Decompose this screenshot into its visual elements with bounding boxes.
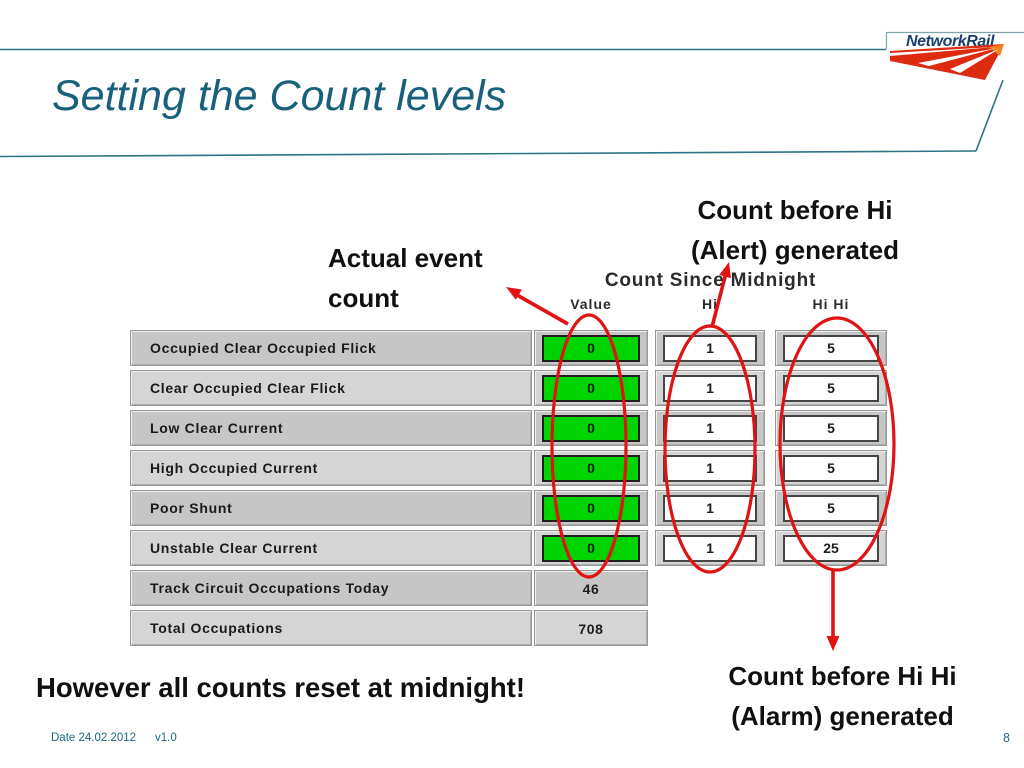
value-cell: 0 — [534, 410, 648, 446]
value-box: 0 — [542, 495, 640, 522]
hi-input: 1 — [663, 535, 757, 562]
footer-version: v1.0 — [155, 732, 177, 744]
value-cell: 46 — [534, 570, 648, 606]
value-cell: 0 — [534, 450, 648, 486]
hihi-input: 5 — [783, 375, 879, 402]
value-cell: 0 — [534, 490, 648, 526]
column-header-hi: Hi — [702, 296, 718, 312]
row-label-cell: Track Circuit Occupations Today — [130, 570, 532, 606]
callout-line: (Alarm) generated — [731, 701, 954, 732]
page-title: Setting the Count levels — [52, 72, 507, 120]
row-label-cell: Total Occupations — [130, 610, 532, 646]
row-label: Clear Occupied Clear Flick — [150, 380, 346, 396]
row-label-cell: Unstable Clear Current — [130, 530, 532, 566]
callout-line: Count before Hi — [697, 195, 893, 225]
hihi-cell: 25 — [775, 530, 887, 566]
hi-cell: 1 — [655, 450, 765, 486]
footer-date: Date 24.02.2012 — [51, 732, 137, 744]
header-slant-line — [975, 79, 1004, 152]
value-box: 0 — [542, 375, 640, 402]
hi-input: 1 — [663, 335, 757, 362]
value-box: 0 — [542, 535, 640, 562]
row-label: Track Circuit Occupations Today — [150, 580, 390, 596]
row-label: Unstable Clear Current — [150, 540, 318, 556]
header-bottom-line — [0, 150, 977, 158]
row-label-cell: Low Clear Current — [130, 410, 532, 446]
column-header-hihi: Hi Hi — [812, 296, 850, 312]
callout-line: count — [328, 283, 399, 314]
networkrail-swoosh-icon — [890, 44, 1004, 80]
column-header-value: Value — [570, 296, 612, 312]
swoosh-orange-accent — [989, 44, 1004, 56]
table-row: Track Circuit Occupations Today 46 — [130, 570, 887, 606]
table-row: Total Occupations 708 — [130, 610, 887, 646]
swoosh-body — [890, 44, 1004, 80]
row-label: Total Occupations — [150, 620, 283, 636]
value-box: 0 — [542, 415, 640, 442]
callout-line: Actual event — [328, 243, 483, 273]
hihi-cell: 5 — [775, 410, 887, 446]
row-label: Low Clear Current — [150, 420, 284, 436]
count-since-midnight-table: Count Since Midnight Value Hi Hi Hi Occu… — [130, 270, 887, 646]
callout-actual-event-count: Actual event count — [328, 238, 483, 319]
value-cell: 0 — [534, 530, 648, 566]
hi-input: 1 — [663, 415, 757, 442]
value-box: 0 — [542, 335, 640, 362]
row-label-cell: Poor Shunt — [130, 490, 532, 526]
row-label-cell: Occupied Clear Occupied Flick — [130, 330, 532, 366]
swoosh-ray-2 — [918, 48, 997, 66]
hi-input: 1 — [663, 495, 757, 522]
row-label-cell: Clear Occupied Clear Flick — [130, 370, 532, 406]
table-row: Clear Occupied Clear Flick 0 1 5 — [130, 370, 887, 406]
hi-cell: 1 — [655, 410, 765, 446]
hihi-input: 5 — [783, 455, 879, 482]
table-row: Poor Shunt 0 1 5 — [130, 490, 887, 526]
table-title: Count Since Midnight — [604, 270, 817, 291]
hi-cell: 1 — [655, 370, 765, 406]
value-text: 708 — [578, 621, 604, 637]
value-cell: 0 — [534, 330, 648, 366]
reset-note: However all counts reset at midnight! — [36, 672, 525, 703]
value-cell: 0 — [534, 370, 648, 406]
hihi-input: 25 — [783, 535, 879, 562]
value-text: 46 — [582, 581, 600, 597]
row-label: High Occupied Current — [150, 460, 318, 476]
hihi-cell: 5 — [775, 330, 887, 366]
table-row: Unstable Clear Current 0 1 25 — [130, 530, 887, 566]
hihi-input: 5 — [783, 415, 879, 442]
swoosh-ray-3 — [950, 49, 999, 73]
hi-cell: 1 — [655, 330, 765, 366]
value-cell: 708 — [534, 610, 648, 646]
callout-line: (Alert) generated — [690, 235, 900, 266]
table-row: High Occupied Current 0 1 5 — [130, 450, 887, 486]
table-row: Occupied Clear Occupied Flick 0 1 5 — [130, 330, 887, 366]
swoosh-ray-1 — [890, 47, 994, 56]
hihi-cell: 5 — [775, 370, 887, 406]
arrow-to-actual-count-head — [506, 287, 522, 300]
row-label: Poor Shunt — [150, 500, 233, 516]
hi-cell: 1 — [655, 490, 765, 526]
hihi-input: 5 — [783, 335, 879, 362]
hi-cell: 1 — [655, 530, 765, 566]
hihi-cell: 5 — [775, 450, 887, 486]
hihi-input: 5 — [783, 495, 879, 522]
callout-count-before-hihi: Count before Hi Hi (Alarm) generated — [695, 656, 990, 737]
callout-line: Count before Hi Hi — [728, 661, 957, 691]
row-label: Occupied Clear Occupied Flick — [150, 340, 377, 356]
callout-count-before-hi: Count before Hi (Alert) generated — [650, 190, 940, 271]
hi-input: 1 — [663, 455, 757, 482]
hi-input: 1 — [663, 375, 757, 402]
networkrail-logo-wordmark: NetworkRail — [905, 33, 995, 50]
hihi-cell: 5 — [775, 490, 887, 526]
row-label-cell: High Occupied Current — [130, 450, 532, 486]
table-row: Low Clear Current 0 1 5 — [130, 410, 887, 446]
value-box: 0 — [542, 455, 640, 482]
page-number: 8 — [1003, 731, 1010, 745]
